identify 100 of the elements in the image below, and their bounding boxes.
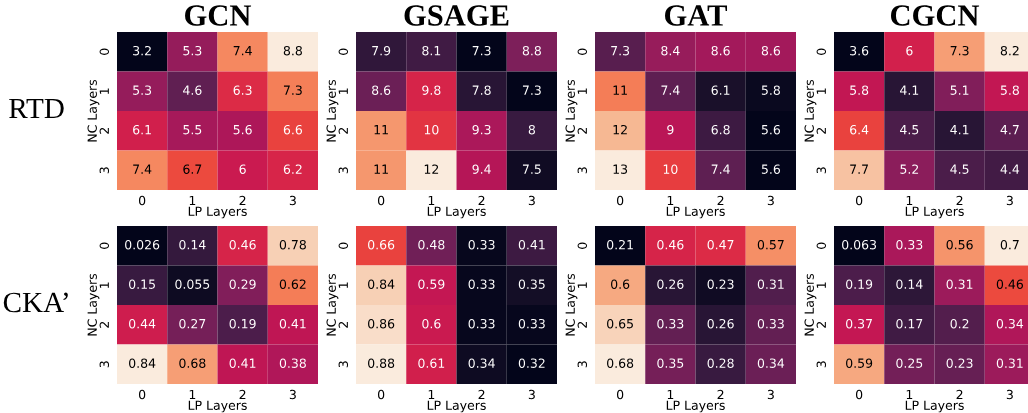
data-label: 0.35: [657, 358, 684, 368]
y-tick-label: 0: [816, 48, 827, 55]
x-tick-label: 3: [1006, 389, 1013, 400]
data-label: 7.8: [472, 85, 491, 95]
y-tick-label: 0: [577, 48, 588, 55]
x-axis-title: LP Layers: [666, 400, 725, 413]
data-label: 5.6: [761, 164, 781, 174]
data-label: 0.15: [129, 279, 155, 289]
data-label: 3.6: [850, 45, 869, 56]
data-label: 6.6: [283, 124, 303, 135]
data-label: 7.4: [711, 164, 730, 174]
data-label: 4.1: [950, 125, 969, 135]
data-label: 0.17: [896, 318, 923, 329]
data-label: 0.34: [757, 358, 785, 368]
x-tick-label: 2: [956, 195, 963, 206]
x-tick-label: 2: [478, 389, 485, 400]
data-label: 0.026: [125, 239, 160, 250]
data-label: 8.6: [711, 45, 730, 56]
x-tick-label: 1: [428, 389, 435, 400]
data-label: 7.4: [133, 164, 152, 174]
data-label: 0.84: [368, 279, 395, 289]
x-tick-label: 3: [289, 389, 296, 400]
y-axis-title: NC Layers: [804, 79, 817, 142]
y-tick-label: 1: [577, 88, 587, 94]
x-tick-label: 2: [478, 195, 485, 206]
data-label: 0.34: [468, 358, 495, 368]
x-tick-label: 1: [189, 195, 196, 206]
x-axis-title: LP Layers: [188, 400, 247, 413]
data-label: 0.26: [707, 318, 734, 329]
y-tick-label: 1: [338, 88, 348, 94]
data-label: 0.35: [518, 279, 545, 289]
chart-title: GSAGE: [404, 5, 509, 26]
y-tick-label: 0: [99, 48, 110, 55]
data-label: 0.34: [996, 318, 1024, 329]
x-tick-label: 3: [528, 195, 535, 206]
y-tick-label: 1: [99, 282, 109, 288]
data-label: 0.33: [468, 239, 495, 250]
data-label: 8: [528, 124, 535, 135]
data-label: 0.6: [422, 318, 441, 329]
y-axis-title: NC Layers: [565, 79, 578, 142]
data-label: 7.4: [661, 85, 680, 95]
data-label: 6.3: [233, 85, 252, 95]
data-label: 0.59: [846, 358, 873, 368]
y-tick-label: 1: [99, 88, 109, 94]
y-tick-label: 3: [338, 361, 349, 368]
data-label: 0.38: [279, 358, 306, 368]
x-tick-label: 0: [377, 389, 385, 400]
data-label: 0.21: [607, 239, 633, 250]
data-label: 6.2: [283, 164, 302, 174]
data-label: 0.25: [896, 358, 923, 368]
x-axis-title: LP Layers: [188, 206, 247, 219]
data-label: 3.2: [133, 45, 151, 56]
data-label: 8.8: [522, 45, 541, 56]
data-label: 6.7: [183, 164, 202, 174]
data-label: 0.32: [518, 358, 545, 368]
data-label: 7.9: [372, 45, 391, 56]
data-label: 11: [374, 125, 388, 135]
data-label: 0.19: [846, 279, 873, 289]
text: RTD: [9, 98, 64, 119]
x-axis-title: LP Layers: [666, 206, 725, 219]
chart-title: GCN: [185, 5, 252, 26]
data-label: 0.14: [896, 279, 923, 289]
data-label: 4.5: [950, 164, 969, 174]
data-label: 0.27: [179, 318, 206, 329]
data-label: 0.33: [757, 318, 784, 329]
data-label: 0.19: [229, 318, 256, 329]
data-label: 5.1: [950, 85, 969, 95]
data-label: 8.6: [761, 45, 781, 56]
data-label: 8.4: [661, 45, 680, 56]
x-axis-title: LP Layers: [427, 206, 486, 219]
data-label: 0.7: [1000, 239, 1019, 250]
data-label: 0.26: [657, 279, 684, 289]
y-tick-label: 2: [577, 128, 587, 134]
data-label: 0.46: [996, 279, 1023, 289]
x-axis-title: LP Layers: [905, 206, 964, 219]
y-axis-title: NC Layers: [326, 273, 339, 336]
data-label: 9.4: [472, 164, 491, 174]
x-tick-label: 0: [616, 195, 624, 206]
x-tick-label: 2: [956, 389, 963, 400]
x-tick-label: 2: [239, 195, 246, 206]
data-label: 0.31: [946, 279, 973, 289]
data-label: 10: [424, 124, 439, 135]
data-label: 0.6: [611, 279, 630, 289]
x-axis-title: LP Layers: [427, 400, 486, 413]
data-label: 11: [374, 164, 388, 174]
y-tick-label: 2: [816, 128, 826, 134]
y-tick-label: 3: [577, 361, 588, 368]
x-tick-label: 1: [906, 389, 913, 400]
data-label: 0.41: [229, 358, 256, 368]
y-tick-label: 3: [338, 167, 349, 174]
y-axis-title: NC Layers: [326, 79, 339, 142]
x-tick-label: 1: [667, 195, 674, 206]
data-label: 5.6: [233, 124, 252, 135]
x-tick-label: 3: [289, 195, 296, 206]
x-tick-label: 2: [717, 195, 724, 206]
x-tick-label: 0: [377, 195, 385, 206]
data-label: 0.33: [518, 318, 545, 329]
data-label: 0.33: [468, 279, 495, 289]
y-axis-title: NC Layers: [87, 79, 100, 142]
data-label: 0.23: [707, 279, 734, 289]
